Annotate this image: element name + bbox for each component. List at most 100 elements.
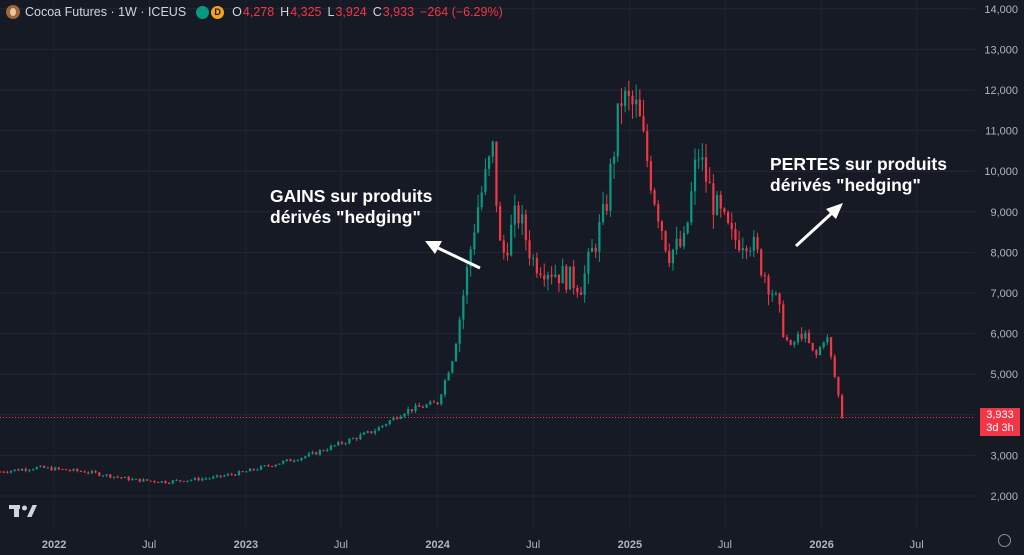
candle-body[interactable]: [153, 480, 156, 482]
candle-body[interactable]: [54, 467, 57, 471]
candle-body[interactable]: [671, 249, 675, 264]
candle-body[interactable]: [109, 474, 112, 478]
candle-body[interactable]: [462, 295, 465, 320]
candle-body[interactable]: [793, 342, 796, 345]
candle-body[interactable]: [771, 294, 774, 296]
candle-body[interactable]: [212, 476, 215, 479]
candle-body[interactable]: [741, 248, 744, 251]
candle-body[interactable]: [723, 208, 726, 212]
candle-body[interactable]: [712, 183, 715, 215]
candle-body[interactable]: [624, 90, 627, 107]
candle-body[interactable]: [785, 336, 789, 341]
candle-body[interactable]: [763, 275, 766, 277]
candle-body[interactable]: [333, 445, 336, 447]
candle-body[interactable]: [31, 469, 35, 471]
candle-body[interactable]: [24, 469, 27, 471]
candle-body[interactable]: [274, 464, 277, 467]
candle-body[interactable]: [815, 350, 818, 356]
candle-body[interactable]: [473, 232, 476, 250]
candle-body[interactable]: [726, 211, 730, 224]
candle-body[interactable]: [289, 459, 292, 462]
candle-body[interactable]: [101, 475, 105, 477]
candle-body[interactable]: [87, 472, 90, 474]
candle-body[interactable]: [175, 480, 178, 482]
candle-body[interactable]: [410, 409, 413, 412]
candle-body[interactable]: [234, 474, 237, 476]
candle-body[interactable]: [355, 438, 358, 440]
candle-body[interactable]: [800, 334, 803, 339]
candle-body[interactable]: [237, 471, 241, 476]
candle-body[interactable]: [65, 469, 68, 471]
candle-body[interactable]: [804, 332, 807, 339]
candle-body[interactable]: [425, 404, 428, 408]
candle-body[interactable]: [46, 467, 49, 469]
candle-body[interactable]: [98, 472, 101, 476]
candle-body[interactable]: [458, 319, 461, 344]
candle-body[interactable]: [454, 343, 458, 362]
candle-body[interactable]: [304, 456, 307, 458]
candle-body[interactable]: [79, 470, 82, 472]
candle-body[interactable]: [50, 467, 53, 471]
candle-body[interactable]: [381, 425, 384, 428]
candle-body[interactable]: [745, 248, 748, 252]
candle-body[interactable]: [605, 204, 608, 211]
tradingview-logo-icon[interactable]: [9, 503, 37, 524]
symbol-title[interactable]: Cocoa Futures · 1W · ICEUS: [25, 5, 187, 19]
candle-body[interactable]: [182, 481, 185, 483]
candle-body[interactable]: [168, 483, 171, 485]
candle-body[interactable]: [451, 361, 454, 373]
candle-body[interactable]: [105, 474, 108, 476]
candle-body[interactable]: [601, 204, 605, 223]
candle-body[interactable]: [245, 471, 248, 473]
candle-body[interactable]: [293, 460, 296, 462]
market-status-icon[interactable]: [196, 5, 210, 19]
candle-body[interactable]: [432, 401, 436, 403]
candle-body[interactable]: [546, 274, 550, 280]
candle-body[interactable]: [223, 475, 226, 477]
candle-body[interactable]: [263, 465, 266, 467]
candle-body[interactable]: [818, 346, 822, 356]
candle-body[interactable]: [9, 470, 13, 473]
candle-body[interactable]: [145, 479, 149, 481]
candle-body[interactable]: [208, 478, 211, 480]
candle-body[interactable]: [403, 413, 406, 417]
candle-body[interactable]: [39, 465, 42, 468]
candle-body[interactable]: [61, 468, 64, 470]
candle-body[interactable]: [561, 266, 564, 284]
candle-body[interactable]: [76, 468, 79, 471]
candle-body[interactable]: [149, 480, 152, 482]
candle-body[interactable]: [241, 471, 244, 473]
candle-body[interactable]: [590, 247, 594, 252]
candle-body[interactable]: [535, 258, 538, 274]
settings-icon[interactable]: [998, 534, 1011, 547]
candle-body[interactable]: [506, 252, 509, 256]
candle-body[interactable]: [131, 479, 134, 481]
delay-badge[interactable]: D: [211, 5, 225, 19]
candle-body[interactable]: [760, 249, 763, 276]
candle-body[interactable]: [749, 250, 752, 252]
candle-body[interactable]: [429, 401, 432, 405]
candle-body[interactable]: [197, 477, 200, 481]
candle-body[interactable]: [256, 469, 259, 471]
candle-body[interactable]: [17, 469, 20, 471]
candle-body[interactable]: [72, 468, 75, 471]
candle-body[interactable]: [782, 304, 785, 337]
candle-body[interactable]: [219, 475, 222, 477]
candle-body[interactable]: [833, 356, 836, 377]
candle-body[interactable]: [271, 466, 274, 468]
candle-body[interactable]: [649, 161, 652, 191]
candle-body[interactable]: [829, 337, 833, 357]
candle-body[interactable]: [840, 395, 844, 418]
candle-body[interactable]: [576, 287, 579, 293]
candle-body[interactable]: [565, 266, 568, 290]
candle-body[interactable]: [686, 222, 689, 233]
candle-body[interactable]: [259, 466, 263, 470]
candle-body[interactable]: [359, 434, 362, 440]
candle-body[interactable]: [120, 477, 123, 479]
candle-body[interactable]: [646, 131, 649, 162]
candle-body[interactable]: [134, 478, 138, 480]
candle-body[interactable]: [311, 452, 314, 454]
candle-body[interactable]: [495, 141, 498, 206]
candle-body[interactable]: [20, 469, 24, 471]
